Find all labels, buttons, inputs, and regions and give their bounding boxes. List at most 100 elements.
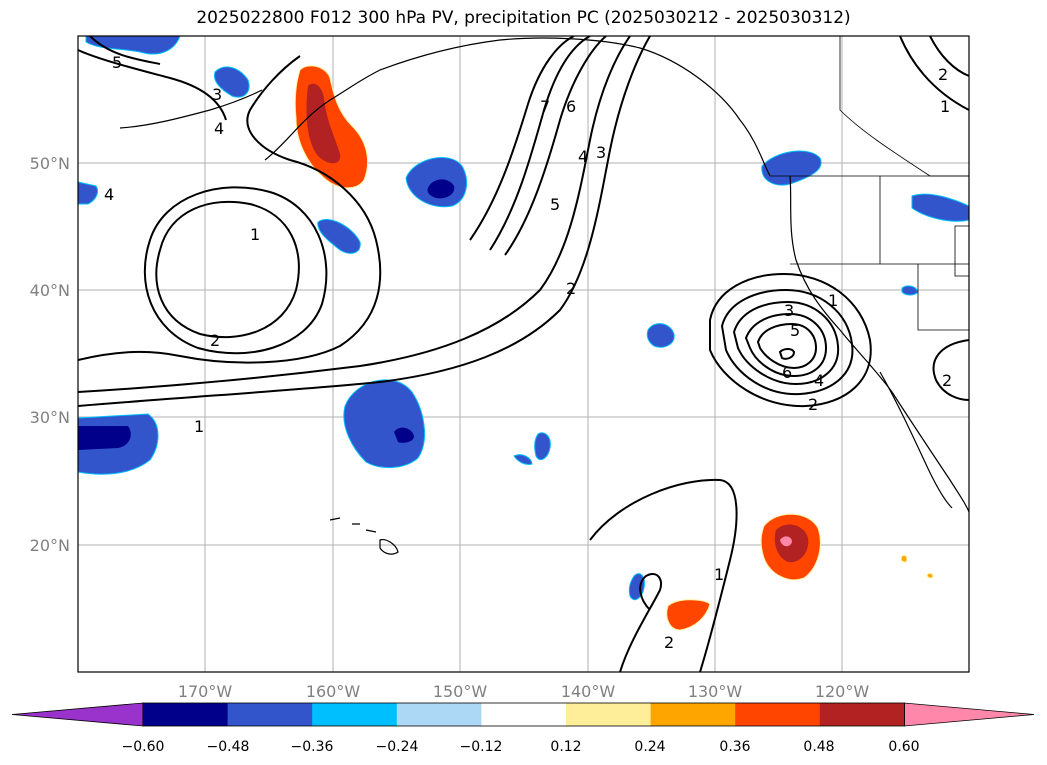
contour-cutoff-5: [756, 322, 818, 370]
precip-blob-pos-tiny2: [926, 573, 934, 579]
contour-west-trough: [78, 55, 382, 364]
colorbar-segment: [312, 703, 398, 726]
contour-south-1: [589, 478, 738, 672]
contour-ridge-5: [469, 36, 575, 241]
colorbar-border: [142, 702, 905, 727]
contour-label: 1: [250, 225, 260, 244]
colorbar-tick: 0.60: [888, 739, 919, 755]
colorbar-tick: 0.48: [803, 739, 834, 755]
coast-west-us: [789, 175, 969, 513]
precip-blob-pos-south: [666, 599, 711, 631]
contour-cutoff-6: [778, 348, 796, 360]
contour-label: 4: [814, 371, 824, 390]
colorbar-tick-labels: −0.60 −0.48 −0.36 −0.24 −0.12 0.12 0.24 …: [122, 739, 920, 755]
precip-blob-west-edge: [78, 181, 99, 205]
lon-label-170w: 170°W: [178, 682, 233, 701]
lat-label-40n: 40°N: [30, 281, 70, 300]
contour-ridge-4: [489, 36, 591, 251]
precip-negative-shading: [78, 36, 969, 601]
contour-label: 1: [828, 291, 838, 310]
colorbar-segments: [11, 702, 1035, 727]
colorbar-tick: −0.12: [460, 739, 503, 755]
lat-label-50n: 50°N: [30, 154, 70, 173]
contour-label-group: 1 1 2 2 2 2 2 2 1 1 1 3 3 3 4 4 4 4 5 5 …: [104, 53, 952, 652]
contour-cutoff-4: [744, 312, 828, 378]
lon-label-120w: 120°W: [815, 682, 870, 701]
contour-label: 2: [210, 331, 220, 350]
precip-blob-pos-tiny1: [900, 555, 908, 563]
pv-contours: [78, 36, 969, 672]
precip-blob-pos-east-core: [774, 524, 809, 563]
contour-label: 5: [112, 53, 122, 72]
colorbar-segment: [650, 703, 736, 726]
plot-frame: [77, 35, 970, 673]
contour-subtropical-1: [78, 36, 651, 407]
precip-blob-bc: [761, 150, 822, 186]
colorbar-tick: −0.60: [122, 739, 165, 755]
colorbar-segment: [396, 703, 482, 726]
contour-cutoff-3: [732, 300, 840, 386]
lon-label-160w: 160°W: [306, 682, 361, 701]
precip-blob-aleutian: [213, 66, 250, 98]
precip-blob-pac-2: [343, 379, 425, 468]
map-title: 2025022800 F012 300 hPa PV, precipitatio…: [196, 8, 851, 28]
lon-label-150w: 150°W: [433, 682, 488, 701]
contour-closed-low-1: [155, 200, 300, 338]
colorbar-tick: −0.36: [291, 739, 334, 755]
precip-blob-pos-east-max: [780, 536, 792, 547]
contour-label: 3: [784, 301, 794, 320]
contour-ne-1: [899, 36, 969, 111]
contour-ne-2: [929, 36, 969, 77]
precip-blob-pac-1: [646, 323, 675, 348]
contour-label: 3: [596, 143, 606, 162]
contour-label: 1: [714, 565, 724, 584]
coastlines: [119, 37, 969, 555]
precip-blob-pac-2-core: [394, 427, 414, 443]
colorbar-extend-left: [11, 702, 144, 727]
precip-blob-pac-4: [513, 454, 533, 465]
coast-alaska: [264, 37, 771, 177]
contour-cutoff-1: [709, 272, 872, 408]
contour-aleutian-5: [89, 36, 161, 65]
contour-label: 4: [214, 119, 224, 138]
plot-area: [78, 36, 969, 672]
contour-label: 6: [566, 97, 576, 116]
lon-label-140w: 140°W: [561, 682, 616, 701]
precip-blob-gulf-core: [427, 179, 455, 199]
colorbar-segment: [819, 703, 905, 726]
contour-aleutian-4: [78, 49, 227, 121]
contour-label: 1: [194, 417, 204, 436]
lon-label-130w: 130°W: [688, 682, 743, 701]
colorbar-segment: [143, 703, 229, 726]
contour-label: 2: [566, 279, 576, 298]
colorbar-tick: −0.48: [207, 739, 250, 755]
contour-subtropical-2: [78, 36, 631, 393]
lat-tick-labels: 50°N 40°N 30°N 20°N: [30, 154, 70, 555]
lon-tick-labels: 170°W 160°W 150°W 140°W 130°W 120°W: [178, 682, 870, 701]
contour-closed-low-2: [143, 186, 328, 355]
contour-label: 4: [578, 147, 588, 166]
precip-blob-small1: [317, 219, 361, 254]
colorbar-segment: [481, 703, 567, 726]
contour-label: 7: [540, 97, 550, 116]
contour-east-2: [932, 339, 969, 401]
contour-label: 2: [938, 65, 948, 84]
colorbar-tick: 0.24: [634, 739, 665, 755]
precip-positive-shading: [294, 65, 934, 631]
contour-label: 6: [782, 363, 792, 382]
precip-blob-pac-3: [534, 432, 551, 461]
colorbar-segment: [735, 703, 821, 726]
contour-label: 2: [942, 371, 952, 390]
colorbar-tick: 0.12: [550, 739, 581, 755]
colorbar-tick: −0.24: [376, 739, 419, 755]
lat-label-20n: 20°N: [30, 536, 70, 555]
coast-hawaii: [329, 517, 399, 555]
precip-blob-pos-aleutian-core: [306, 83, 341, 164]
colorbar: −0.60 −0.48 −0.36 −0.24 −0.12 0.12 0.24 …: [11, 702, 1035, 755]
contour-label: 5: [550, 195, 560, 214]
colorbar-segment: [566, 703, 652, 726]
contour-label: 1: [940, 97, 950, 116]
precip-blob-nw: [85, 36, 181, 55]
contour-south-2: [619, 572, 662, 672]
